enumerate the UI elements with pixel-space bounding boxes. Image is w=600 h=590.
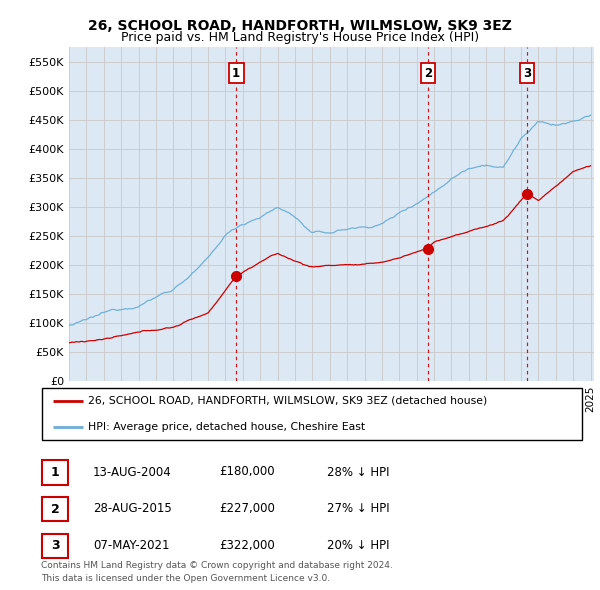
Text: 3: 3: [523, 67, 531, 80]
FancyBboxPatch shape: [42, 388, 582, 440]
Text: Contains HM Land Registry data © Crown copyright and database right 2024.
This d: Contains HM Land Registry data © Crown c…: [41, 562, 392, 583]
Text: 2: 2: [51, 503, 59, 516]
Text: 26, SCHOOL ROAD, HANDFORTH, WILMSLOW, SK9 3EZ: 26, SCHOOL ROAD, HANDFORTH, WILMSLOW, SK…: [88, 19, 512, 33]
Text: 13-AUG-2004: 13-AUG-2004: [93, 466, 172, 478]
Text: Price paid vs. HM Land Registry's House Price Index (HPI): Price paid vs. HM Land Registry's House …: [121, 31, 479, 44]
Text: 07-MAY-2021: 07-MAY-2021: [93, 539, 170, 552]
Text: 28% ↓ HPI: 28% ↓ HPI: [327, 466, 389, 478]
Text: 1: 1: [51, 466, 59, 479]
Text: 20% ↓ HPI: 20% ↓ HPI: [327, 539, 389, 552]
FancyBboxPatch shape: [42, 533, 68, 558]
Text: 2: 2: [424, 67, 432, 80]
Text: £180,000: £180,000: [219, 466, 275, 478]
FancyBboxPatch shape: [42, 460, 68, 485]
Text: £227,000: £227,000: [219, 502, 275, 515]
Text: 1: 1: [232, 67, 240, 80]
Text: 27% ↓ HPI: 27% ↓ HPI: [327, 502, 389, 515]
Text: £322,000: £322,000: [219, 539, 275, 552]
Text: 26, SCHOOL ROAD, HANDFORTH, WILMSLOW, SK9 3EZ (detached house): 26, SCHOOL ROAD, HANDFORTH, WILMSLOW, SK…: [88, 396, 487, 405]
Text: 28-AUG-2015: 28-AUG-2015: [93, 502, 172, 515]
FancyBboxPatch shape: [42, 497, 68, 522]
Text: 3: 3: [51, 539, 59, 552]
Text: HPI: Average price, detached house, Cheshire East: HPI: Average price, detached house, Ches…: [88, 422, 365, 431]
